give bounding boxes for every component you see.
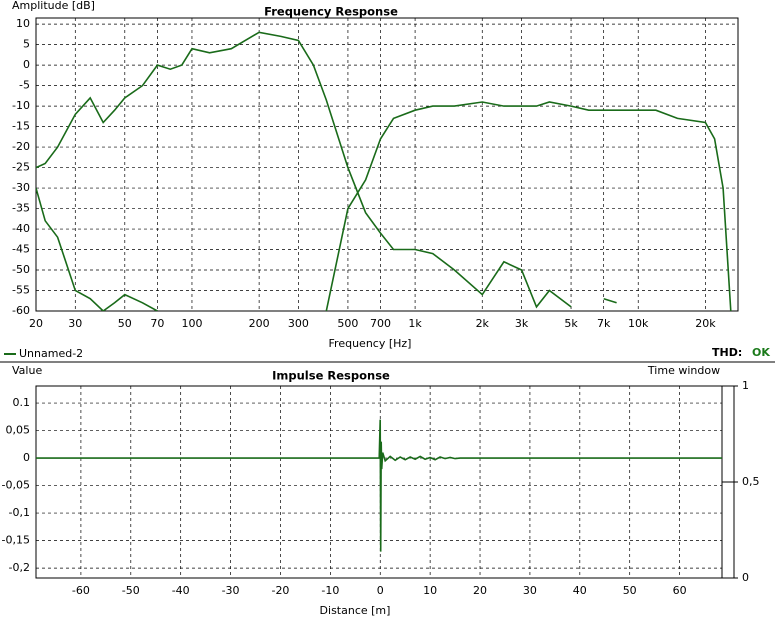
x-tick-label: 30 (68, 317, 82, 330)
y-tick-label: 0,05 (6, 424, 31, 437)
y2-tick-label: 0 (742, 571, 749, 584)
x-tick-label: -20 (271, 584, 289, 597)
y-tick-label: -30 (12, 181, 30, 194)
x-tick-label: 50 (118, 317, 132, 330)
y-tick-label: -55 (12, 284, 30, 297)
y-tick-label: 5 (23, 38, 30, 51)
series-line (36, 31, 572, 309)
y-tick-label: -5 (19, 79, 30, 92)
x-tick-label: 2k (476, 317, 490, 330)
plot-area (36, 18, 738, 311)
series-line (36, 187, 158, 311)
series-line (325, 101, 732, 311)
chart-title: Impulse Response (272, 369, 390, 383)
y-tick-label: -60 (12, 304, 30, 317)
x-tick-label: 10k (628, 317, 649, 330)
x-tick-label: 20 (473, 584, 487, 597)
y2-tick-label: 0,5 (742, 475, 760, 488)
x-tick-label: -60 (72, 584, 90, 597)
y-tick-label: 0 (23, 451, 30, 464)
x-tick-label: 200 (249, 317, 270, 330)
y-tick-label: -0,15 (2, 534, 30, 547)
x-tick-label: 70 (150, 317, 164, 330)
chart-title: Frequency Response (264, 5, 398, 19)
y-tick-label: 10 (16, 17, 30, 30)
x-tick-label: -50 (122, 584, 140, 597)
x-tick-label: 500 (337, 317, 358, 330)
x-tick-label: 40 (573, 584, 587, 597)
x-tick-label: 700 (370, 317, 391, 330)
legend-label: Unnamed-2 (19, 347, 83, 360)
x-axis-label: Frequency [Hz] (329, 337, 412, 350)
x-tick-label: 0 (377, 584, 384, 597)
y-tick-label: -35 (12, 202, 30, 215)
x-tick-label: 1k (408, 317, 422, 330)
y-axis-label: Value (12, 364, 42, 377)
y2-tick-label: 1 (742, 379, 749, 392)
y-axis-label: Amplitude [dB] (12, 0, 95, 12)
x-tick-label: -10 (321, 584, 339, 597)
y-tick-label: -40 (12, 222, 30, 235)
y-tick-label: -0,1 (9, 506, 30, 519)
x-tick-label: 7k (597, 317, 611, 330)
y-tick-label: -50 (12, 263, 30, 276)
x-axis-label: Distance [m] (320, 604, 391, 617)
x-tick-label: -30 (222, 584, 240, 597)
y-tick-label: -0,05 (2, 479, 30, 492)
x-tick-label: 100 (181, 317, 202, 330)
plot-frame (35, 17, 739, 312)
series-line (36, 419, 722, 552)
series-line (603, 297, 617, 304)
x-tick-label: 300 (288, 317, 309, 330)
thd-label: THD: (712, 346, 742, 359)
x-tick-label: 60 (673, 584, 687, 597)
y-tick-label: 0.1 (13, 396, 31, 409)
y-tick-label: -10 (12, 99, 30, 112)
y-tick-label: -0,2 (9, 561, 30, 574)
y-tick-label: 0 (23, 58, 30, 71)
x-tick-label: -40 (172, 584, 190, 597)
x-tick-label: 5k (564, 317, 578, 330)
x-tick-label: 20k (695, 317, 716, 330)
y-tick-label: -15 (12, 120, 30, 133)
plot-area (36, 386, 722, 578)
thd-value: OK (752, 346, 770, 359)
x-tick-label: 50 (623, 584, 637, 597)
x-tick-label: 20 (29, 317, 43, 330)
x-tick-label: 10 (423, 584, 437, 597)
y-tick-label: -45 (12, 243, 30, 256)
x-tick-label: 3k (515, 317, 529, 330)
y-tick-label: -20 (12, 140, 30, 153)
y-tick-label: -25 (12, 161, 30, 174)
y2-axis-label: Time window (647, 364, 720, 377)
x-tick-label: 30 (523, 584, 537, 597)
